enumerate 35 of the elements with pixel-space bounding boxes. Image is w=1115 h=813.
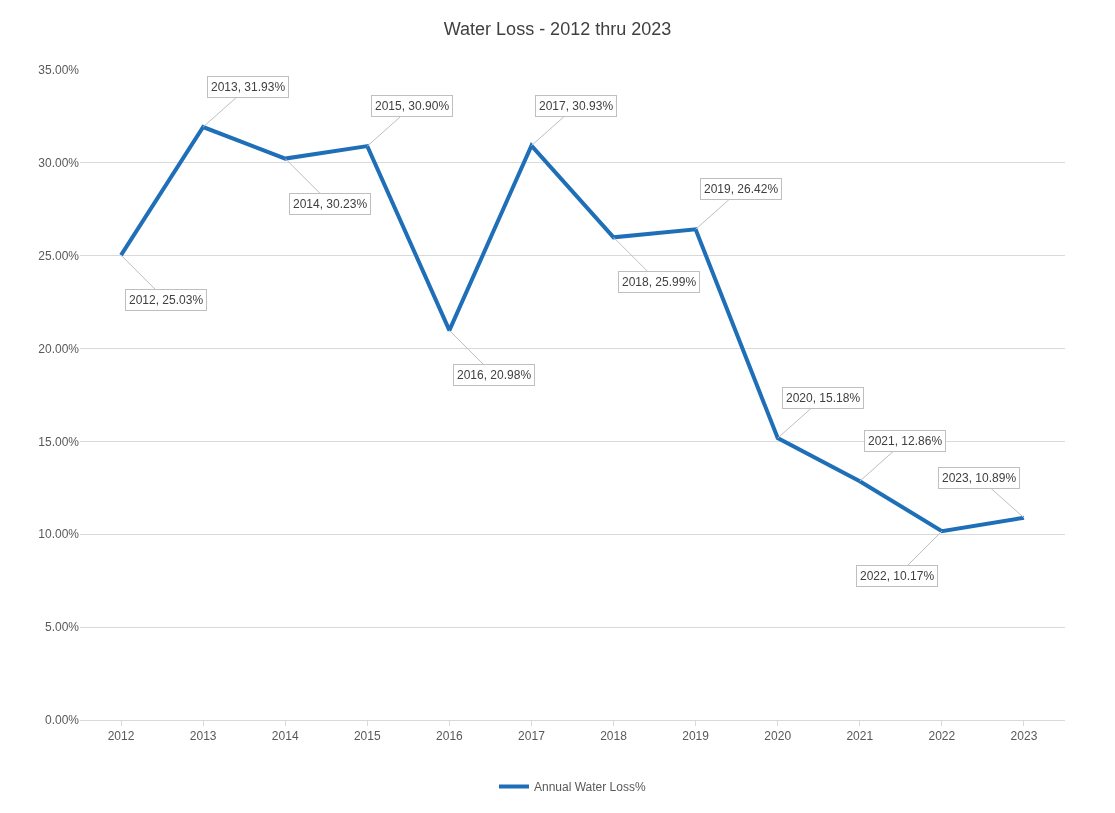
data-label: 2017, 30.93% xyxy=(539,99,614,113)
x-tick-label: 2014 xyxy=(271,729,299,744)
x-tick-label: 2015 xyxy=(353,729,381,744)
data-label: 2015, 30.90% xyxy=(375,99,450,113)
data-label: 2023, 10.89% xyxy=(942,471,1017,485)
y-tick-label: 35.00% xyxy=(38,63,80,78)
data-label: 2016, 20.98% xyxy=(457,368,532,382)
y-tick-label: 5.00% xyxy=(44,620,80,635)
y-tick-label: 10.00% xyxy=(38,527,80,542)
data-label: 2021, 12.86% xyxy=(868,434,943,448)
data-label: 2013, 31.93% xyxy=(211,80,286,94)
x-tick-label: 2012 xyxy=(107,729,135,744)
y-tick-label: 20.00% xyxy=(38,341,80,356)
chart-title: Water Loss - 2012 thru 2023 xyxy=(443,19,672,39)
x-tick-label: 2013 xyxy=(189,729,217,744)
data-label: 2022, 10.17% xyxy=(860,569,935,583)
x-tick-label: 2021 xyxy=(846,729,874,744)
x-tick-label: 2017 xyxy=(518,729,546,744)
x-tick-label: 2019 xyxy=(682,729,710,744)
y-tick-label: 30.00% xyxy=(38,156,80,171)
x-tick-label: 2022 xyxy=(928,729,956,744)
line-series xyxy=(119,125,1026,534)
x-tick-label: 2023 xyxy=(1010,729,1038,744)
y-tick-label: 25.00% xyxy=(38,248,80,263)
x-tick-label: 2020 xyxy=(764,729,792,744)
x-tick-label: 2016 xyxy=(436,729,464,744)
data-label: 2012, 25.03% xyxy=(129,293,204,307)
data-label: 2020, 15.18% xyxy=(786,391,861,405)
y-tick-label: 0.00% xyxy=(44,713,80,728)
y-tick-label: 15.00% xyxy=(38,434,80,449)
x-tick-label: 2018 xyxy=(600,729,628,744)
data-label: 2018, 25.99% xyxy=(622,275,697,289)
data-label: 2014, 30.23% xyxy=(293,197,368,211)
legend-label: Annual Water Loss% xyxy=(534,780,646,795)
data-label: 2019, 26.42% xyxy=(704,182,779,196)
